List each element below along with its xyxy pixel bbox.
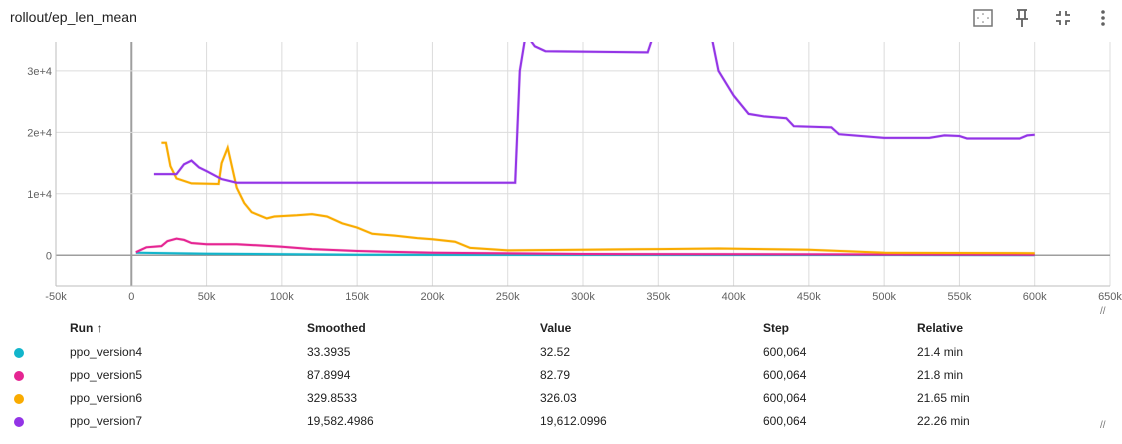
run-color-dot (14, 371, 24, 381)
value: 19,612.0996 (540, 414, 607, 428)
y-tick-label: 1e+4 (27, 189, 52, 201)
column-header[interactable]: Step (763, 321, 790, 335)
x-tick-label: 450k (797, 291, 821, 303)
column-header[interactable]: Value (540, 321, 572, 335)
run-color-dot (14, 348, 24, 358)
x-tick-label: 0 (128, 291, 134, 303)
chart-title: rollout/ep_len_mean (10, 9, 137, 25)
table-resize-handle-icon[interactable]: // (1100, 420, 1106, 431)
series-raw-line-ppo_version7 (153, 42, 1035, 185)
x-tick-label: -50k (45, 291, 67, 303)
x-tick-label: 550k (947, 291, 971, 303)
series-line-ppo_version6 (161, 141, 1035, 255)
x-tick-label: 400k (722, 291, 746, 303)
series-line-ppo_version5 (135, 237, 1035, 256)
x-tick-label: 150k (345, 291, 369, 303)
table-row[interactable]: ppo_version6 329.8533 326.03 600,064 21.65 m… (0, 391, 1122, 411)
run-name: ppo_version7 (70, 414, 143, 428)
more-vert-icon[interactable] (1091, 6, 1115, 30)
table-row[interactable]: ppo_version7 19,582.4986 19,612.0996 600,06… (0, 414, 1122, 434)
x-tick-label: 500k (872, 291, 896, 303)
relative-time: 21.8 min (917, 368, 964, 382)
smoothed-value: 87.8994 (307, 368, 351, 382)
run-name: ppo_version5 (70, 368, 143, 382)
series-raw-line-ppo_version6 (161, 141, 1035, 255)
step: 600,064 (763, 345, 807, 359)
relative-time: 21.65 min (917, 391, 970, 405)
x-tick-label: 300k (571, 291, 595, 303)
x-tick-label: 650k (1098, 291, 1122, 303)
x-tick-label: 100k (270, 291, 294, 303)
y-tick-label: 0 (46, 250, 52, 262)
run-color-dot (14, 417, 24, 427)
step: 600,064 (763, 368, 807, 382)
value: 326.03 (540, 391, 577, 405)
run-name: ppo_version4 (70, 345, 143, 359)
value: 82.79 (540, 368, 571, 382)
smoothed-value: 329.8533 (307, 391, 358, 405)
table-row[interactable]: ppo_version5 87.8994 82.79 600,064 21.8 min (0, 368, 1122, 388)
resize-handle-icon[interactable]: // (1100, 306, 1106, 317)
series-line-ppo_version7 (153, 42, 1035, 184)
smoothed-value: 19,582.4986 (307, 414, 374, 428)
collapse-icon[interactable] (1051, 6, 1075, 30)
column-header[interactable]: Run ↑ (70, 321, 103, 335)
line-chart[interactable]: -50k 0 50k 100k 150k 200k 250k 300k 350k 400k 450k… (0, 0, 1122, 310)
relative-time: 22.26 min (917, 414, 970, 428)
x-tick-label: 600k (1023, 291, 1047, 303)
table-row[interactable]: ppo_version4 33.3935 32.52 600,064 21.4 min (0, 345, 1122, 365)
step: 600,064 (763, 414, 807, 428)
fit-domain-icon[interactable] (971, 6, 995, 30)
relative-time: 21.4 min (917, 345, 964, 359)
smoothed-value: 33.3935 (307, 345, 351, 359)
run-name: ppo_version6 (70, 391, 143, 405)
run-color-dot (14, 394, 24, 404)
step: 600,064 (763, 391, 807, 405)
pin-icon[interactable] (1010, 6, 1034, 30)
x-tick-label: 350k (646, 291, 670, 303)
column-header[interactable]: Relative (917, 321, 964, 335)
column-header[interactable]: Smoothed (307, 321, 366, 335)
y-tick-label: 3e+4 (27, 66, 52, 78)
x-tick-label: 200k (420, 291, 444, 303)
y-tick-label: 2e+4 (27, 127, 52, 139)
table-header: Run ↑ Smoothed Value Step Relative (0, 321, 1122, 341)
x-tick-label: 250k (496, 291, 520, 303)
x-tick-label: 50k (198, 291, 216, 303)
value: 32.52 (540, 345, 571, 359)
